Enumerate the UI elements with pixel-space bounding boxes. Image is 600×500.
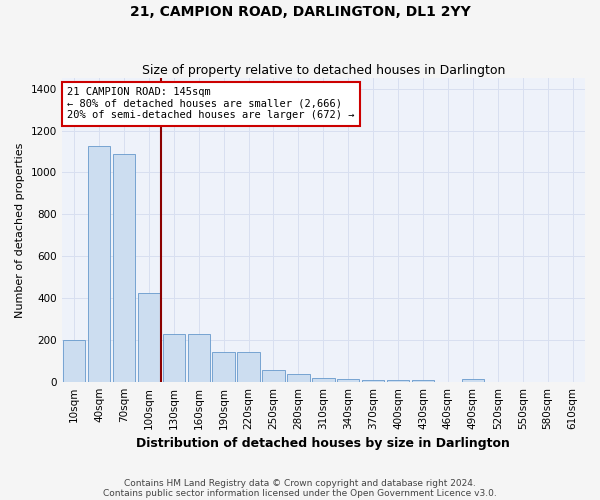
Bar [238,352,260,382]
Bar [412,380,434,382]
Y-axis label: Number of detached properties: Number of detached properties [15,142,25,318]
X-axis label: Distribution of detached houses by size in Darlington: Distribution of detached houses by size … [136,437,510,450]
Title: Size of property relative to detached houses in Darlington: Size of property relative to detached ho… [142,64,505,77]
Bar [137,293,160,382]
Bar [212,352,235,382]
Bar [362,380,385,382]
Bar [461,380,484,382]
Bar [312,378,335,382]
Text: Contains HM Land Registry data © Crown copyright and database right 2024.: Contains HM Land Registry data © Crown c… [124,478,476,488]
Text: 21, CAMPION ROAD, DARLINGTON, DL1 2YY: 21, CAMPION ROAD, DARLINGTON, DL1 2YY [130,5,470,19]
Bar [88,146,110,382]
Bar [287,374,310,382]
Bar [337,378,359,382]
Text: Contains public sector information licensed under the Open Government Licence v3: Contains public sector information licen… [103,488,497,498]
Text: 21 CAMPION ROAD: 145sqm
← 80% of detached houses are smaller (2,666)
20% of semi: 21 CAMPION ROAD: 145sqm ← 80% of detache… [67,88,355,120]
Bar [163,334,185,382]
Bar [387,380,409,382]
Bar [113,154,135,382]
Bar [262,370,285,382]
Bar [188,334,210,382]
Bar [63,340,85,382]
